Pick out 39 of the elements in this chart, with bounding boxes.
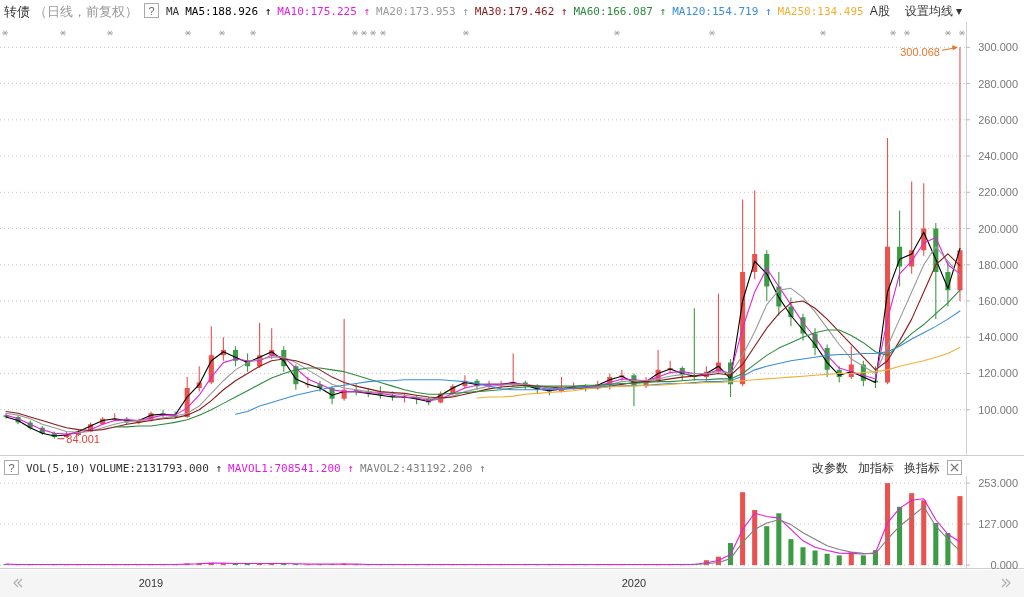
- text: MA250:134.495: [777, 4, 864, 18]
- text: MA10:175.225 ↑: [277, 4, 371, 18]
- y-tick-label: 0.000: [990, 559, 1018, 572]
- text: MA5:188.926 ↑: [185, 4, 272, 18]
- text: 换指标: [904, 461, 940, 475]
- chart-title: 转债: [4, 3, 30, 19]
- y-tick-label: 160.000: [978, 295, 1018, 307]
- y-tick-label: 120.000: [978, 367, 1018, 380]
- y-tick-label: 260.000: [978, 113, 1018, 126]
- x-tick-label: 2020: [621, 577, 647, 589]
- y-tick-label: 127.000: [978, 517, 1018, 530]
- y-tick-label: 180.000: [978, 258, 1018, 271]
- text: MA60:166.087 ↑: [573, 4, 667, 18]
- y-tick-label: 300.000: [978, 41, 1018, 54]
- y-tick-label: 140.000: [978, 331, 1018, 344]
- text: 改参数: [812, 461, 848, 475]
- text: MAVOL2:431192.200 ↑: [359, 461, 486, 475]
- text: 设置均线 ▾: [904, 4, 962, 18]
- y-tick-label: 200.000: [978, 222, 1018, 235]
- annotation: 84.001: [66, 432, 100, 445]
- text: MA30:179.462 ↑: [474, 4, 568, 18]
- y-tick-label: 280.000: [978, 77, 1018, 90]
- y-tick-label: 220.000: [978, 186, 1018, 199]
- chart-subtitle: （日线，前复权）: [34, 3, 138, 19]
- chart-title: VOL(5,10): [26, 461, 86, 475]
- text: 加指标: [858, 461, 894, 475]
- text: A股: [869, 4, 890, 18]
- text: MA: [166, 4, 180, 18]
- text: VOLUME:2131793.000 ↑: [89, 461, 223, 475]
- x-tick-label: 2019: [138, 577, 164, 589]
- text: MA120:154.719 ↑: [672, 4, 772, 18]
- text: MA20:173.953 ↑: [376, 4, 469, 18]
- y-tick-label: 253.000: [978, 477, 1018, 490]
- text: MAVOL1:708541.200 ↑: [228, 461, 354, 475]
- y-tick-label: 240.000: [978, 150, 1018, 163]
- annotation: 300.068: [900, 46, 940, 59]
- text: ?: [8, 462, 15, 474]
- text: ?: [148, 5, 155, 17]
- y-tick-label: 100.000: [978, 403, 1018, 416]
